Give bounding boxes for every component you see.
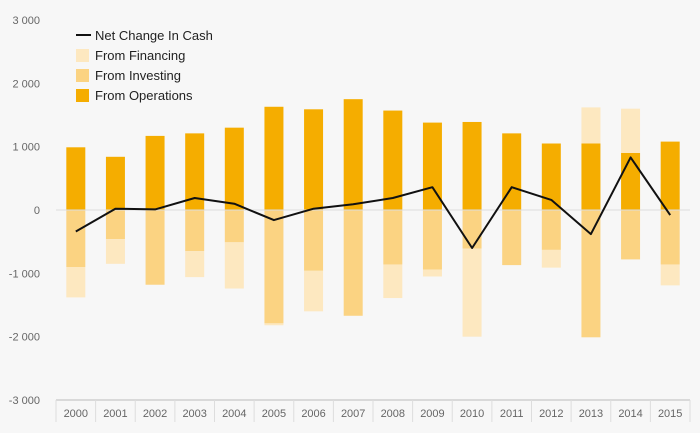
bar-financing <box>383 264 403 299</box>
bar-operations <box>343 99 363 210</box>
y-tick-label: 2 000 <box>12 78 40 90</box>
bar-financing <box>422 269 442 277</box>
legend-label-operations: From Operations <box>95 88 193 103</box>
legend: Net Change In Cash From Financing From I… <box>76 28 213 103</box>
x-tick-label: 2013 <box>579 408 603 420</box>
bar-operations <box>383 110 403 210</box>
bar-investing <box>343 210 363 316</box>
x-tick-label: 2015 <box>658 408 682 420</box>
bar-investing <box>541 210 561 250</box>
bar-investing <box>660 210 680 265</box>
bar-financing <box>581 107 601 144</box>
bar-investing <box>422 210 442 270</box>
bar-investing <box>304 210 324 271</box>
bar-financing <box>304 270 324 312</box>
y-tick-label: -1 000 <box>9 268 40 280</box>
bar-investing <box>105 210 125 240</box>
bar-operations <box>185 133 205 210</box>
bar-operations <box>224 127 244 210</box>
bar-operations <box>621 153 641 210</box>
bar-operations <box>105 156 125 210</box>
x-tick-label: 2002 <box>143 408 167 420</box>
y-tick-label: 0 <box>34 205 40 217</box>
x-tick-label: 2005 <box>262 408 286 420</box>
bar-investing <box>224 210 244 243</box>
bar-investing <box>66 210 86 267</box>
bar-investing <box>581 210 601 338</box>
y-tick-label: 1 000 <box>12 142 40 154</box>
bar-financing <box>224 242 244 289</box>
y-tick-label: -3 000 <box>9 395 40 407</box>
bar-operations <box>581 143 601 210</box>
x-tick-label: 2003 <box>182 408 206 420</box>
bar-investing <box>145 210 165 285</box>
y-axis: 3 000 2 000 1 000 0 -1 000 -2 000 -3 000 <box>9 15 40 407</box>
legend-label-financing: From Financing <box>95 48 185 63</box>
x-tick-label: 2014 <box>618 408 642 420</box>
legend-swatch-financing <box>76 49 89 62</box>
x-tick-label: 2011 <box>500 408 524 420</box>
legend-swatch-operations <box>76 89 89 102</box>
bar-financing <box>621 108 641 153</box>
y-tick-label: 3 000 <box>12 15 40 27</box>
y-tick-label: -2 000 <box>9 332 40 344</box>
bar-financing <box>462 248 482 337</box>
bar-investing <box>383 210 403 265</box>
x-axis: 2000 2001 2002 2003 2004 2005 2006 2007 2008 2009… <box>55 399 691 422</box>
net-change-line <box>75 156 672 249</box>
net-change-line-layer <box>75 156 672 249</box>
bar-investing <box>502 210 522 266</box>
bar-financing <box>541 249 561 268</box>
bar-operations <box>660 141 680 210</box>
x-tick-label: 2012 <box>539 408 563 420</box>
bar-investing <box>264 210 284 324</box>
legend-label-investing: From Investing <box>95 68 181 83</box>
legend-label-net-change: Net Change In Cash <box>95 28 213 43</box>
bar-financing <box>660 264 680 286</box>
x-tick-label: 2000 <box>64 408 88 420</box>
x-tick-label: 2009 <box>420 408 444 420</box>
bar-investing <box>621 210 641 260</box>
bar-operations <box>145 135 165 210</box>
bar-financing <box>105 239 125 264</box>
legend-swatch-investing <box>76 69 89 82</box>
bar-investing <box>185 210 205 252</box>
bar-financing <box>185 251 205 278</box>
bar-operations <box>462 121 482 210</box>
bar-operations <box>541 143 561 210</box>
bar-operations <box>304 109 324 210</box>
x-tick-label: 2004 <box>222 408 246 420</box>
x-tick-label: 2006 <box>301 408 325 420</box>
x-tick-label: 2007 <box>341 408 365 420</box>
bar-financing <box>66 267 86 298</box>
bar-operations <box>264 106 284 210</box>
bar-operations <box>66 147 86 210</box>
x-tick-label: 2008 <box>381 408 405 420</box>
bar-financing <box>264 323 284 326</box>
bars-layer <box>66 99 680 338</box>
bar-investing <box>462 210 482 249</box>
bar-operations <box>502 133 522 210</box>
x-tick-label: 2001 <box>103 408 127 420</box>
x-tick-label: 2010 <box>460 408 484 420</box>
